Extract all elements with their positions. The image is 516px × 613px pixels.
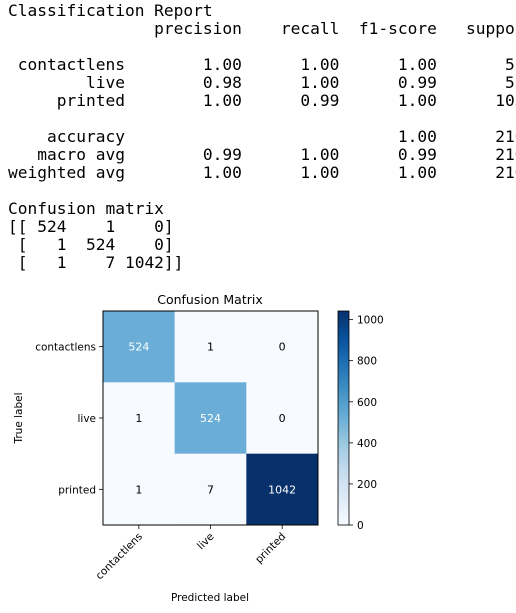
report-row: printed 1.00 0.99 1.00 1050 [8,91,516,110]
confusion-matrix-text-title: Confusion matrix [8,199,164,218]
blank-line [8,110,516,128]
heatmap-cell [174,311,247,383]
colorbar [337,310,350,526]
heatmap-cells: 524 1 0 1 524 0 1 7 1042 [103,311,319,526]
x-tick-label: printed [253,531,288,566]
heatmap-cell [246,311,319,383]
heatmap-cell [246,453,319,526]
x-tick-label: contactlens [93,531,144,582]
cell-value-label: 7 [207,483,214,496]
colorbar-tick-label: 400 [357,438,377,450]
report-summary-row: macro avg 0.99 1.00 0.99 2100 [8,145,516,164]
heatmap-cell [174,382,247,455]
x-tick-label: live [195,531,217,553]
heatmap-cell [103,311,176,383]
x-tick-labels: contactlens live printed [93,525,288,582]
report-header: precision recall f1-score support [8,19,516,38]
y-tick-label: contactlens [35,342,96,354]
report-row: contactlens 1.00 1.00 1.00 525 [8,55,516,74]
cell-value-label: 0 [279,412,286,425]
chart-title: Confusion Matrix [157,292,263,307]
report-summary-row: accuracy 1.00 2100 [8,127,516,146]
colorbar-tick-label: 200 [357,479,377,491]
blank-line [8,38,516,56]
colorbar-tick-label: 600 [357,397,377,409]
heatmap-cell [246,382,319,455]
blank-line [8,182,516,200]
colorbar-tick-label: 800 [357,356,377,368]
cell-value-label: 524 [200,412,221,425]
heatmap-cell [103,453,176,526]
classification-report-text: Classification Report precision recall f… [8,2,516,272]
confusion-matrix-text-line: [ 1 7 1042]] [8,253,184,272]
confusion-matrix-text-line: [ 1 524 0] [8,235,174,254]
confusion-matrix-figure: Confusion Matrix 524 1 0 1 524 0 1 7 1042 contac… [13,292,384,604]
y-tick-labels: contactlens live printed [35,342,103,496]
report-title: Classification Report [8,1,213,20]
y-tick-label: printed [58,484,96,496]
cell-value-label: 524 [128,341,149,354]
cell-value-label: 1 [135,412,142,425]
cell-value-label: 0 [279,341,286,354]
report-row: live 0.98 1.00 0.99 525 [8,73,516,92]
cell-value-label: 1 [135,483,142,496]
confusion-matrix-text-line: [[ 524 1 0] [8,217,174,236]
cell-value-label: 1 [207,341,214,354]
heatmap-cell [174,453,247,526]
y-tick-label: live [77,413,96,425]
y-axis-label: True label [13,392,25,444]
colorbar-ticks: 0 200 400 600 800 1000 [349,315,384,532]
cell-value-label: 1042 [268,483,296,496]
report-summary-row: weighted avg 1.00 1.00 1.00 2100 [8,163,516,182]
x-axis-label: Predicted label [171,592,249,604]
colorbar-tick-label: 0 [357,520,364,532]
colorbar-tick-label: 1000 [357,315,384,327]
heatmap-cell [103,382,176,455]
